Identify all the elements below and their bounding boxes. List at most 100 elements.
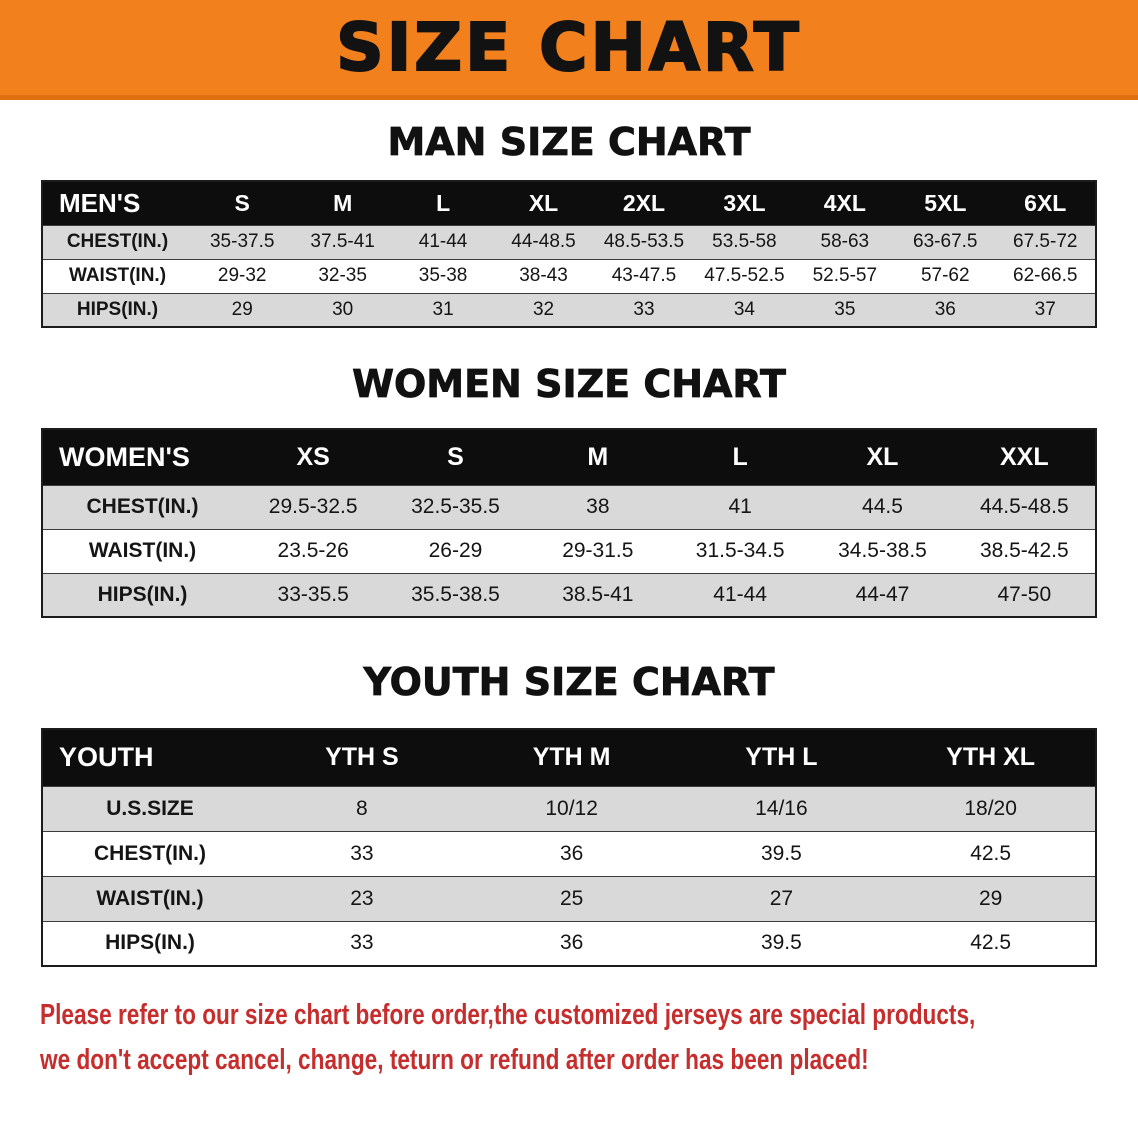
size-value-cell: 62-66.5 <box>995 258 1096 293</box>
column-header: XXL <box>953 429 1096 485</box>
size-value-cell: 37 <box>995 292 1096 327</box>
table-group-label: MEN'S <box>42 181 192 225</box>
column-header: M <box>526 429 669 485</box>
table-group-label: YOUTH <box>42 729 257 786</box>
size-value-cell: 47.5-52.5 <box>694 258 795 293</box>
size-value-cell: 29 <box>192 292 293 327</box>
size-value-cell: 35-37.5 <box>192 224 293 259</box>
column-header: XL <box>493 181 594 225</box>
size-value-cell: 29 <box>886 875 1096 921</box>
size-value-cell: 35 <box>794 292 896 327</box>
women-size-table: WOMEN'S XS S M L XL XXL CHEST(IN.) 29.5-32.5 32.5… <box>41 428 1097 618</box>
column-header: XL <box>811 429 954 485</box>
size-value-cell: 48.5-53.5 <box>593 224 695 259</box>
row-label: WAIST(IN.) <box>42 528 242 573</box>
page-title: SIZE CHART <box>335 8 802 87</box>
table-row: WAIST(IN.) 29-32 32-35 35-38 38-43 43-47.5 47.… <box>42 258 1096 293</box>
column-header: S <box>192 181 293 225</box>
section-women: WOMEN SIZE CHART WOMEN'S XS S M L XL XXL CHEST(… <box>0 328 1138 618</box>
table-row: U.S.SIZE 8 10/12 14/16 18/20 <box>42 785 1096 831</box>
size-value-cell: 37.5-41 <box>292 224 393 259</box>
column-header: 5XL <box>895 181 996 225</box>
table-row: CHEST(IN.) 35-37.5 37.5-41 41-44 44-48.5 48.5… <box>42 224 1096 259</box>
header-row: WOMEN'S XS S M L XL XXL <box>42 429 1096 485</box>
row-label: WAIST(IN.) <box>42 875 257 921</box>
row-label: U.S.SIZE <box>42 785 257 831</box>
size-value-cell: 38.5-41 <box>526 572 669 617</box>
youth-size-table: YOUTH YTH S YTH M YTH L YTH XL U.S.SIZE 8 10/12… <box>41 728 1097 967</box>
women-section-title: WOMEN SIZE CHART <box>352 362 787 407</box>
size-value-cell: 39.5 <box>676 830 887 876</box>
size-value-cell: 44.5-48.5 <box>953 484 1096 529</box>
column-header: 4XL <box>794 181 896 225</box>
row-label: WAIST(IN.) <box>42 258 192 293</box>
size-value-cell: 41-44 <box>392 224 494 259</box>
size-value-cell: 30 <box>292 292 393 327</box>
table-row: WAIST(IN.) 23.5-26 26-29 29-31.5 31.5-34.5 34… <box>42 528 1096 573</box>
size-value-cell: 32-35 <box>292 258 393 293</box>
notice-line-2: we don't accept cancel, change, teturn o… <box>40 1043 869 1076</box>
size-value-cell: 43-47.5 <box>593 258 695 293</box>
row-label: CHEST(IN.) <box>42 484 242 529</box>
men-size-table: MEN'S S M L XL 2XL 3XL 4XL 5XL 6XL CHEST(IN.) 35-37… <box>41 180 1097 328</box>
table-row: HIPS(IN.) 33-35.5 35.5-38.5 38.5-41 41-44 44-… <box>42 572 1096 617</box>
size-value-cell: 44.5 <box>811 484 954 529</box>
row-label: CHEST(IN.) <box>42 830 257 876</box>
size-value-cell: 29-32 <box>192 258 293 293</box>
footer-notice: Please refer to our size chart before or… <box>40 993 1138 1083</box>
size-value-cell: 31.5-34.5 <box>668 528 812 573</box>
size-value-cell: 57-62 <box>895 258 996 293</box>
table-row: CHEST(IN.) 29.5-32.5 32.5-35.5 38 41 44.5 44.5… <box>42 484 1096 529</box>
row-label: HIPS(IN.) <box>42 572 242 617</box>
size-value-cell: 39.5 <box>676 920 887 966</box>
column-header: M <box>292 181 393 225</box>
table-row: HIPS(IN.) 33 36 39.5 42.5 <box>42 920 1096 966</box>
size-value-cell: 23 <box>257 875 467 921</box>
row-label: HIPS(IN.) <box>42 920 257 966</box>
size-value-cell: 47-50 <box>953 572 1096 617</box>
size-value-cell: 52.5-57 <box>794 258 896 293</box>
size-value-cell: 33 <box>257 920 467 966</box>
notice-line-1: Please refer to our size chart before or… <box>40 999 976 1031</box>
column-header: YTH L <box>676 729 887 786</box>
size-value-cell: 26-29 <box>384 528 527 573</box>
column-header: YTH S <box>257 729 467 786</box>
column-header: L <box>668 429 812 485</box>
table-row: HIPS(IN.) 29 30 31 32 33 34 35 36 37 <box>42 292 1096 327</box>
size-value-cell: 35.5-38.5 <box>384 572 527 617</box>
section-men: MAN SIZE CHART MEN'S S M L XL 2XL 3XL 4XL 5XL 6XL… <box>0 100 1138 328</box>
men-section-title: MAN SIZE CHART <box>387 120 751 165</box>
header-row: YOUTH YTH S YTH M YTH L YTH XL <box>42 729 1096 786</box>
size-value-cell: 38 <box>526 484 669 529</box>
size-value-cell: 41 <box>668 484 812 529</box>
size-value-cell: 42.5 <box>886 920 1096 966</box>
size-value-cell: 8 <box>257 785 467 831</box>
size-value-cell: 67.5-72 <box>995 224 1096 259</box>
row-label: HIPS(IN.) <box>42 292 192 327</box>
table-row: CHEST(IN.) 33 36 39.5 42.5 <box>42 830 1096 876</box>
size-value-cell: 35-38 <box>392 258 494 293</box>
size-value-cell: 34.5-38.5 <box>811 528 954 573</box>
header-row: MEN'S S M L XL 2XL 3XL 4XL 5XL 6XL <box>42 181 1096 225</box>
banner: SIZE CHART <box>0 0 1138 100</box>
size-value-cell: 42.5 <box>886 830 1096 876</box>
size-value-cell: 58-63 <box>794 224 896 259</box>
size-value-cell: 10/12 <box>466 785 677 831</box>
size-value-cell: 36 <box>466 920 677 966</box>
column-header: S <box>384 429 527 485</box>
row-label: CHEST(IN.) <box>42 224 192 259</box>
size-value-cell: 31 <box>392 292 494 327</box>
column-header: YTH M <box>466 729 677 786</box>
size-value-cell: 36 <box>466 830 677 876</box>
youth-section-title: YOUTH SIZE CHART <box>363 660 775 705</box>
size-value-cell: 14/16 <box>676 785 887 831</box>
size-value-cell: 33 <box>257 830 467 876</box>
table-row: WAIST(IN.) 23 25 27 29 <box>42 875 1096 921</box>
size-value-cell: 25 <box>466 875 677 921</box>
size-value-cell: 53.5-58 <box>694 224 795 259</box>
size-value-cell: 36 <box>895 292 996 327</box>
column-header: XS <box>242 429 385 485</box>
size-value-cell: 38-43 <box>493 258 594 293</box>
size-value-cell: 29-31.5 <box>526 528 669 573</box>
